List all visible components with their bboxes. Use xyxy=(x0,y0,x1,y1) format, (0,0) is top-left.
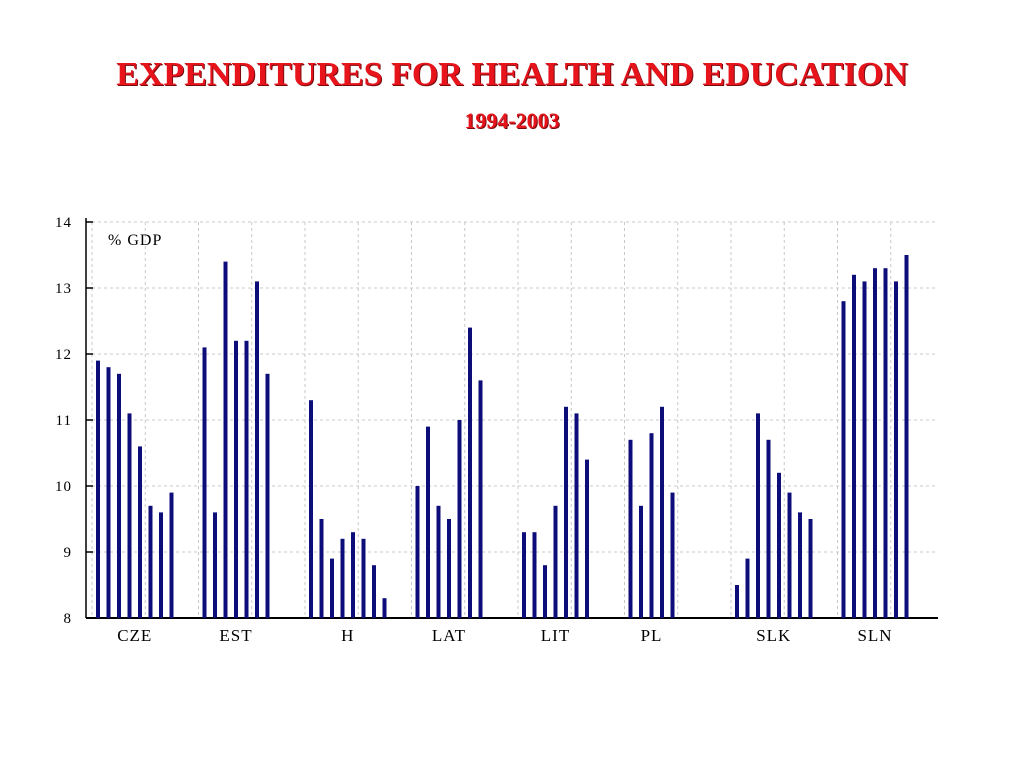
bar-est xyxy=(213,512,217,618)
bar-h xyxy=(330,558,334,618)
bar-pl xyxy=(670,492,675,618)
y-tick-label: 9 xyxy=(64,545,73,561)
bar-h xyxy=(382,598,387,618)
bar-cze xyxy=(106,367,111,618)
bar-lit xyxy=(564,406,568,618)
category-label: LIT xyxy=(541,626,570,645)
category-label: PL xyxy=(641,626,663,645)
y-tick-label: 12 xyxy=(55,347,72,363)
bar-est xyxy=(244,340,249,618)
bar-h xyxy=(351,532,355,618)
category-label: SLK xyxy=(756,626,791,645)
bar-cze xyxy=(148,505,153,618)
bar-slk xyxy=(735,585,739,618)
bar-est xyxy=(223,261,228,618)
bar-pl xyxy=(639,505,643,618)
bar-slk xyxy=(766,439,771,618)
bar-lat xyxy=(415,486,420,618)
bar-est xyxy=(202,347,207,618)
category-label: EST xyxy=(219,626,252,645)
bar-lit xyxy=(522,532,526,618)
bar-lit xyxy=(553,505,558,618)
bar-sln xyxy=(873,268,877,618)
bar-lit xyxy=(543,565,547,618)
bar-lat xyxy=(468,327,472,618)
bar-sln xyxy=(894,281,898,618)
bar-h xyxy=(340,538,345,618)
bar-h xyxy=(361,538,366,618)
bar-lit xyxy=(585,459,589,618)
bar-slk xyxy=(787,492,792,618)
chart-title: EXPENDITURES FOR HEALTH AND EDUCATION xyxy=(116,56,908,93)
bar-slk xyxy=(777,472,781,618)
chart-subtitle: 1994-2003 xyxy=(464,108,560,133)
y-tick-label: 11 xyxy=(56,413,72,429)
category-label: SLN xyxy=(857,626,892,645)
bar-h xyxy=(372,565,376,618)
bar-lat xyxy=(436,505,441,618)
bar-cze xyxy=(138,446,142,618)
bar-pl xyxy=(660,406,664,618)
y-tick-label: 8 xyxy=(64,611,73,627)
bar-lat xyxy=(478,380,483,618)
category-label: H xyxy=(341,626,354,645)
unit-label: % GDP xyxy=(108,232,162,249)
bar-slk xyxy=(756,413,760,618)
bar-sln xyxy=(904,255,909,618)
bar-h xyxy=(309,400,313,618)
bar-lat xyxy=(426,426,430,618)
bar-slk xyxy=(808,519,813,618)
bar-est xyxy=(265,373,270,618)
bar-slk xyxy=(745,558,750,618)
bar-lat xyxy=(447,519,451,618)
category-label: CZE xyxy=(117,626,152,645)
category-label: LAT xyxy=(432,626,466,645)
bar-sln xyxy=(841,301,846,618)
bar-sln xyxy=(852,274,856,618)
y-tick-label: 10 xyxy=(55,479,72,495)
bar-sln xyxy=(862,281,867,618)
bar-est xyxy=(234,340,238,618)
bar-est xyxy=(255,281,259,618)
bar-h xyxy=(319,519,324,618)
y-tick-label: 14 xyxy=(55,215,72,231)
bar-cze xyxy=(159,512,163,618)
bar-pl xyxy=(649,433,654,618)
bar-lit xyxy=(574,413,579,618)
bar-lat xyxy=(457,420,462,618)
bar-lit xyxy=(532,532,537,618)
bar-pl xyxy=(628,439,633,618)
bar-cze xyxy=(169,492,174,618)
bar-cze xyxy=(96,360,100,618)
bar-cze xyxy=(117,373,121,618)
bar-slk xyxy=(798,512,802,618)
y-tick-label: 13 xyxy=(55,281,72,297)
bar-cze xyxy=(127,413,132,618)
bar-sln xyxy=(883,268,888,618)
